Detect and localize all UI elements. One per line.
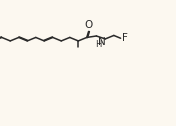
Text: O: O [84, 20, 93, 30]
Text: N: N [98, 37, 106, 47]
Text: F: F [122, 33, 128, 43]
Text: H: H [95, 40, 101, 49]
